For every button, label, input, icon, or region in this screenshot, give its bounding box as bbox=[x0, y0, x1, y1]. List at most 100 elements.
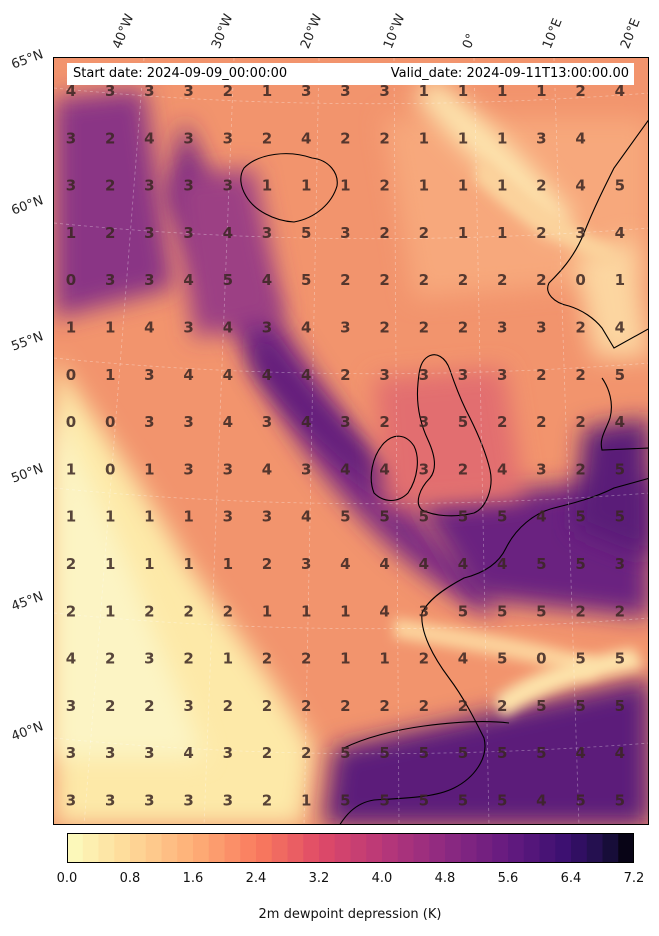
colorbar-tick-label: 6.4 bbox=[560, 871, 582, 886]
grid-value: 4 bbox=[144, 319, 154, 337]
colorbar-tick-label: 3.2 bbox=[308, 871, 330, 886]
grid-value: 2 bbox=[536, 413, 546, 431]
grid-value: 3 bbox=[66, 792, 76, 810]
grid-value: 3 bbox=[262, 224, 272, 242]
colorbar-step bbox=[366, 833, 383, 863]
grid-value: 4 bbox=[223, 319, 233, 337]
grid-value: 3 bbox=[262, 319, 272, 337]
grid-value: 3 bbox=[183, 697, 193, 715]
grid-value: 1 bbox=[301, 792, 311, 810]
grid-value: 5 bbox=[615, 366, 625, 384]
grid-value: 4 bbox=[615, 319, 625, 337]
grid-value: 3 bbox=[536, 319, 546, 337]
grid-value: 1 bbox=[458, 82, 468, 100]
colorbar-step bbox=[145, 833, 163, 863]
grid-value: 4 bbox=[615, 82, 625, 100]
grid-value: 4 bbox=[615, 744, 625, 762]
colorbar-step bbox=[523, 833, 541, 863]
colorbar-step bbox=[67, 833, 84, 863]
grid-value: 2 bbox=[223, 602, 233, 620]
grid-value: 5 bbox=[458, 508, 468, 526]
grid-value: 2 bbox=[497, 697, 507, 715]
grid-value: 2 bbox=[458, 697, 468, 715]
grid-value: 4 bbox=[301, 508, 311, 526]
colorbar-border bbox=[67, 833, 634, 863]
grid-value: 5 bbox=[223, 271, 233, 289]
grid-value: 3 bbox=[497, 319, 507, 337]
grid-value: 0 bbox=[66, 366, 76, 384]
grid-value: 2 bbox=[105, 129, 115, 147]
colorbar-step bbox=[586, 833, 604, 863]
colorbar-tick-label: 4.0 bbox=[371, 871, 393, 886]
grid-value: 5 bbox=[458, 602, 468, 620]
grid-value: 3 bbox=[183, 413, 193, 431]
grid-value: 2 bbox=[340, 271, 350, 289]
grid-value: 3 bbox=[223, 177, 233, 195]
grid-value: 5 bbox=[458, 792, 468, 810]
grid-value: 4 bbox=[66, 82, 76, 100]
colorbar-step bbox=[240, 833, 257, 863]
grid-value: 2 bbox=[223, 82, 233, 100]
grid-value: 2 bbox=[340, 697, 350, 715]
grid-value: 1 bbox=[458, 177, 468, 195]
grid-value: 4 bbox=[379, 555, 389, 573]
grid-value: 2 bbox=[379, 224, 389, 242]
grid-value: 2 bbox=[497, 413, 507, 431]
grid-value: 1 bbox=[183, 508, 193, 526]
grid-value: 2 bbox=[144, 602, 154, 620]
grid-value: 3 bbox=[615, 555, 625, 573]
grid-value: 5 bbox=[497, 650, 507, 668]
grid-value: 1 bbox=[262, 177, 272, 195]
grid-value: 4 bbox=[497, 460, 507, 478]
grid-value: 1 bbox=[419, 82, 429, 100]
grid-value: 2 bbox=[379, 129, 389, 147]
grid-value: 3 bbox=[497, 366, 507, 384]
grid-value: 5 bbox=[497, 792, 507, 810]
grid-value: 1 bbox=[419, 129, 429, 147]
grid-value: 2 bbox=[497, 271, 507, 289]
iberia-coast bbox=[343, 721, 510, 749]
colorbar-step bbox=[287, 833, 304, 863]
grid-value: 0 bbox=[105, 460, 115, 478]
dewpoint-value-grid: 4 3 3 3 2 1 3 3 3 1 1 1 1 2 4 3 2 4 3 3 2 4 2 2 1 1 1 3 4 3 2 3 3 3 1 1 1 2 1 1… bbox=[66, 82, 625, 810]
grid-value: 5 bbox=[575, 697, 585, 715]
grid-value: 1 bbox=[223, 555, 233, 573]
colorbar-step bbox=[571, 833, 588, 863]
grid-value: 2 bbox=[144, 697, 154, 715]
grid-value: 2 bbox=[615, 602, 625, 620]
grid-value: 1 bbox=[66, 460, 76, 478]
grid-value: 5 bbox=[615, 697, 625, 715]
lon-label-10e: 10°E bbox=[540, 16, 566, 51]
grid-value: 5 bbox=[497, 744, 507, 762]
colorbar-tick-label: 2.4 bbox=[245, 871, 267, 886]
grid-value: 2 bbox=[419, 650, 429, 668]
colorbar-step bbox=[82, 833, 100, 863]
grid-value: 3 bbox=[144, 177, 154, 195]
grid-value: 4 bbox=[615, 224, 625, 242]
grid-value: 1 bbox=[105, 555, 115, 573]
grid-value: 1 bbox=[497, 129, 507, 147]
grid-value: 5 bbox=[536, 602, 546, 620]
colorbar-tick-label: 4.8 bbox=[434, 871, 456, 886]
grid-value: 4 bbox=[223, 224, 233, 242]
map-field: 4 3 3 3 2 1 3 3 3 1 1 1 1 2 4 3 2 4 3 3 2 4 2 2 1 1 1 3 4 3 2 3 3 3 1 1 1 2 1 1… bbox=[54, 58, 648, 824]
grid-value: 2 bbox=[183, 602, 193, 620]
grid-value: 4 bbox=[66, 650, 76, 668]
colorbar-tick-label: 0.8 bbox=[119, 871, 141, 886]
iceland-coast bbox=[240, 153, 338, 223]
grid-value: 5 bbox=[340, 792, 350, 810]
grid-value: 4 bbox=[223, 413, 233, 431]
grid-value: 2 bbox=[536, 224, 546, 242]
colorbar-step bbox=[350, 833, 367, 863]
grid-value: 5 bbox=[419, 744, 429, 762]
colorbar-step bbox=[492, 833, 509, 863]
grid-value: 0 bbox=[66, 413, 76, 431]
grid-value: 5 bbox=[575, 792, 585, 810]
grid-value: 3 bbox=[183, 460, 193, 478]
grid-value: 3 bbox=[458, 366, 468, 384]
grid-value: 2 bbox=[458, 319, 468, 337]
grid-value: 3 bbox=[105, 271, 115, 289]
grid-value: 3 bbox=[419, 413, 429, 431]
grid-value: 5 bbox=[536, 744, 546, 762]
grid-value: 2 bbox=[340, 129, 350, 147]
